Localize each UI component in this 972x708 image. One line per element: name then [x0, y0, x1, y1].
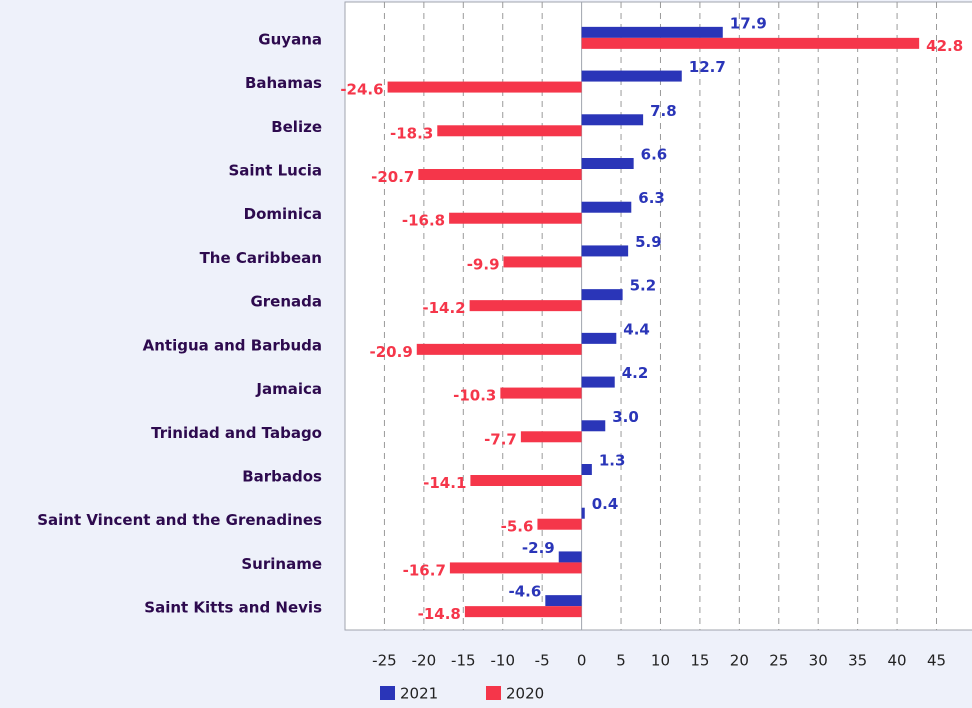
bar [464, 606, 582, 618]
value-label: -10.3 [453, 387, 496, 405]
value-label: -14.2 [422, 299, 465, 317]
category-label: Barbados [242, 468, 322, 486]
bar [581, 245, 629, 257]
bar [418, 169, 582, 180]
value-label: 5.9 [635, 233, 662, 251]
bar [581, 37, 920, 49]
x-tick-label: -25 [372, 652, 397, 670]
x-tick-label: -10 [490, 652, 515, 670]
value-label: 1.3 [599, 452, 626, 470]
category-label: Grenada [250, 293, 322, 311]
bar [437, 125, 582, 137]
value-label: -20.7 [371, 168, 414, 186]
bar [581, 289, 623, 301]
legend-label: 2021 [400, 685, 438, 703]
bar [545, 595, 582, 607]
category-label: Saint Lucia [228, 162, 322, 180]
value-label: -5.6 [501, 518, 534, 536]
category-label: Guyana [258, 30, 322, 48]
value-label: 42.8 [926, 37, 963, 55]
bar [581, 70, 682, 82]
bar [503, 256, 582, 268]
bar [581, 376, 615, 388]
category-label: Suriname [241, 555, 322, 573]
bar [558, 551, 582, 563]
value-label: -4.6 [509, 583, 542, 601]
category-label: Saint Vincent and the Grenadines [37, 511, 322, 529]
value-label: 4.4 [623, 320, 650, 338]
category-label: The Caribbean [200, 249, 322, 267]
legend-swatch [380, 686, 395, 700]
x-tick-label: 20 [730, 652, 749, 670]
value-label: 0.4 [592, 495, 619, 513]
x-tick-label: 0 [577, 652, 587, 670]
x-tick-label: 5 [616, 652, 626, 670]
value-label: -9.9 [467, 255, 500, 273]
bar [416, 343, 582, 355]
x-tick-label: 30 [809, 652, 828, 670]
legend-swatch [486, 686, 501, 700]
bar [470, 475, 582, 486]
x-tick-label: 25 [769, 652, 788, 670]
value-label: -7.7 [484, 430, 517, 448]
bar [581, 420, 606, 432]
bar [581, 201, 632, 213]
x-tick-label: 15 [690, 652, 709, 670]
bar [500, 387, 582, 399]
value-label: -2.9 [522, 539, 555, 557]
bar [469, 300, 582, 312]
value-label: -14.8 [418, 605, 461, 623]
value-label: 6.3 [638, 189, 665, 207]
value-label: -18.3 [390, 124, 433, 142]
bar [449, 562, 582, 574]
value-label: 7.8 [650, 102, 677, 120]
bar [581, 158, 634, 169]
bar [581, 332, 617, 344]
bar [449, 212, 582, 224]
x-tick-label: 35 [848, 652, 867, 670]
x-tick-label: -15 [451, 652, 476, 670]
x-tick-label: 45 [927, 652, 946, 670]
category-label: Bahamas [245, 74, 322, 92]
value-label: 4.2 [622, 364, 649, 382]
x-tick-label: 10 [651, 652, 670, 670]
value-label: 17.9 [730, 14, 767, 32]
category-label: Antigua and Barbuda [143, 336, 322, 354]
category-label: Belize [271, 118, 322, 136]
value-label: -14.1 [423, 474, 466, 492]
value-label: -16.8 [402, 212, 445, 230]
bar [581, 507, 585, 519]
bar [581, 26, 723, 38]
x-tick-label: -20 [412, 652, 437, 670]
bar [387, 81, 582, 93]
category-label: Trinidad and Tabago [151, 424, 322, 442]
category-label: Saint Kitts and Nevis [144, 599, 322, 617]
category-label: Dominica [244, 205, 322, 223]
value-label: -24.6 [340, 81, 383, 99]
bar [537, 518, 582, 530]
bar [520, 431, 582, 443]
legend-label: 2020 [506, 685, 544, 703]
x-tick-label: 40 [888, 652, 907, 670]
value-label: 3.0 [612, 408, 639, 426]
x-tick-label: -5 [535, 652, 550, 670]
bar [581, 114, 644, 126]
value-label: 5.2 [630, 277, 657, 295]
value-label: -16.7 [403, 561, 446, 579]
plot-area [344, 1, 972, 631]
value-label: 12.7 [689, 58, 726, 76]
category-label: Jamaica [255, 380, 322, 398]
bar [581, 464, 592, 475]
value-label: 6.6 [641, 146, 668, 164]
value-label: -20.9 [370, 343, 413, 361]
